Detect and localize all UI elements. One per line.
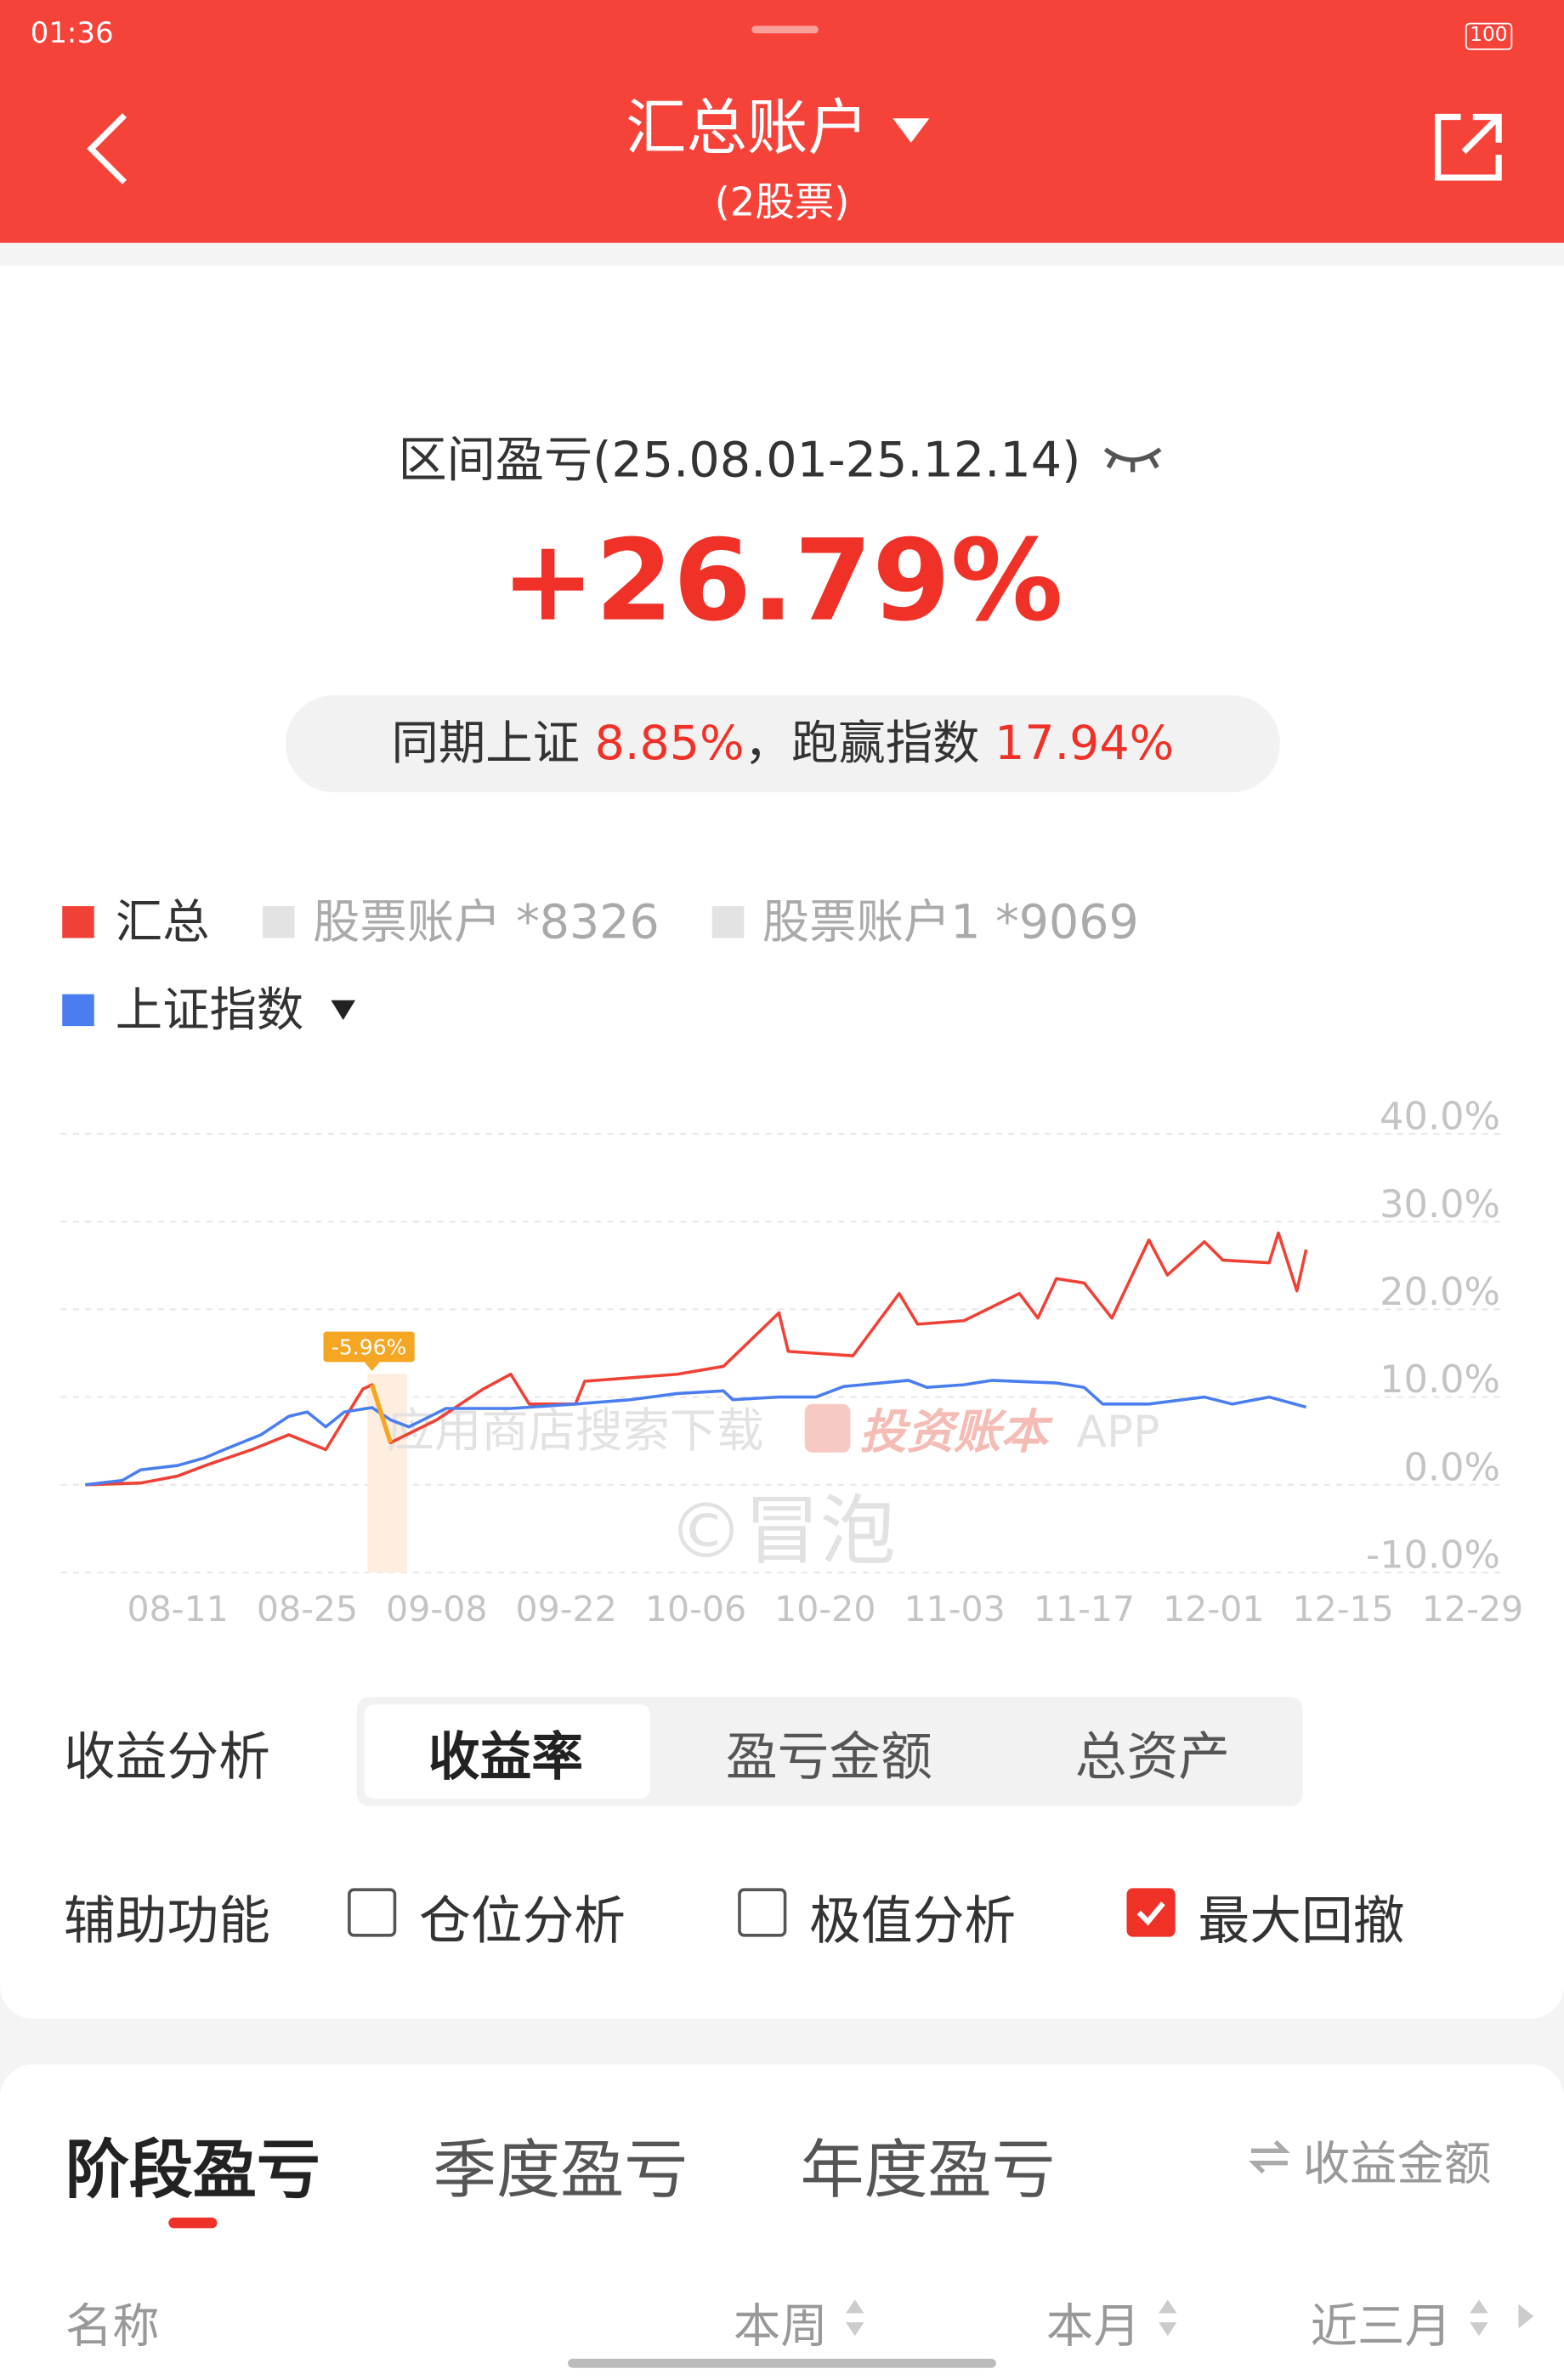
header-subtitle: (2股票): [714, 180, 850, 227]
legend-swatch: [62, 906, 94, 938]
benchmark-label: 同期上证: [391, 716, 581, 772]
share-button[interactable]: [1431, 110, 1506, 185]
watermark-logo: [804, 1403, 851, 1453]
watermark: APP: [1077, 1407, 1160, 1458]
drawdown-line: [370, 1384, 393, 1444]
y-tick-label: 10.0%: [1380, 1357, 1500, 1402]
swap-icon: [1249, 2139, 1290, 2174]
header-bar: [0, 0, 1564, 243]
x-tick-label: 09-08: [386, 1589, 487, 1629]
benchmark-pill: 同期上证 8.85%，跑赢指数 17.94%: [285, 694, 1280, 793]
analysis-label: 收益分析: [64, 1727, 270, 1788]
period-card: [0, 2064, 1564, 2380]
segment-selected: [364, 1704, 650, 1799]
checkbox[interactable]: [1126, 1888, 1176, 1937]
watermark: 应用商店搜索下载: [388, 1404, 764, 1459]
tab-underline: [168, 2217, 218, 2229]
period-text: 区间盈亏(25.08.01-25.12.14): [398, 431, 1081, 489]
handle: [751, 26, 819, 34]
drawdown-label: -5.96%: [332, 1334, 406, 1359]
drawdown-tag: [323, 1331, 415, 1363]
checkbox[interactable]: [738, 1888, 787, 1937]
segment-tab[interactable]: 盈亏金额: [725, 1727, 932, 1788]
scroll-arrow[interactable]: [1516, 2301, 1537, 2338]
legend-label: 上证指数: [116, 983, 303, 1038]
option-label[interactable]: 最大回撤: [1198, 1890, 1405, 1952]
drawdown-band: [367, 1374, 408, 1572]
y-tick-label: 20.0%: [1380, 1270, 1500, 1314]
excess-label: 跑赢指数: [790, 716, 980, 772]
home-indicator: [568, 2358, 996, 2368]
column-header: 名称: [65, 2299, 160, 2354]
legend-label: 股票账户1 *9069: [762, 896, 1139, 950]
sort-icon[interactable]: [1155, 2295, 1180, 2347]
legend-label: 汇总: [116, 896, 210, 950]
header-title: 汇总账户: [0, 79, 1564, 167]
x-tick-label: 10-06: [645, 1589, 746, 1629]
period-tab[interactable]: 年度盈亏: [800, 2132, 1056, 2207]
title: 汇总账户: [626, 94, 869, 164]
aux-label: 辅助功能: [64, 1890, 270, 1952]
x-tick-label: 10-20: [774, 1589, 876, 1629]
watermark: ©冒泡: [668, 1488, 896, 1576]
benchmark-value: 8.85%: [594, 716, 745, 772]
total-return: +26.79%: [501, 516, 1063, 647]
battery: 100: [1465, 22, 1512, 50]
x-tick-label: 12-01: [1163, 1589, 1264, 1629]
x-tick-label: 11-03: [904, 1589, 1005, 1629]
watermark: 投资账本: [859, 1406, 1053, 1460]
y-tick-label: -10.0%: [1366, 1533, 1500, 1578]
legend-swatch: [263, 906, 295, 938]
x-tick-label: 09-22: [515, 1589, 616, 1629]
sort-icon[interactable]: [1467, 2295, 1492, 2347]
x-tick-label: 12-29: [1422, 1589, 1523, 1629]
legend-label: 股票账户 *8326: [313, 896, 660, 950]
series-line: [85, 1379, 1307, 1487]
toggle-icon[interactable]: [1248, 2137, 1290, 2187]
segment-tab[interactable]: 总资产: [1074, 1727, 1230, 1788]
x-tick-label: 08-11: [127, 1589, 228, 1629]
checkbox[interactable]: [348, 1888, 397, 1937]
back-button[interactable]: [79, 110, 139, 189]
option-label[interactable]: 仓位分析: [419, 1890, 626, 1952]
title-dropdown[interactable]: [887, 112, 938, 149]
sort-icon[interactable]: [842, 2295, 867, 2347]
column-header[interactable]: 本周: [733, 2299, 828, 2354]
period-tab[interactable]: 季度盈亏: [433, 2132, 688, 2207]
right-arrow: [1518, 2304, 1534, 2329]
sort-arrows: [846, 2299, 864, 2337]
legend-swatch: [62, 994, 94, 1027]
eye-icon[interactable]: [1099, 440, 1166, 477]
period-label: 区间盈亏(25.08.01-25.12.14): [0, 422, 1564, 491]
x-tick-label: 11-17: [1034, 1589, 1135, 1629]
excess-value: 17.94%: [994, 716, 1175, 772]
legend-swatch: [711, 906, 745, 938]
column-header[interactable]: 近三月: [1310, 2299, 1452, 2354]
segment-tab[interactable]: 收益率: [428, 1727, 583, 1788]
toggle-label[interactable]: 收益金额: [1302, 2137, 1492, 2192]
x-tick-label: 08-25: [257, 1589, 358, 1629]
separator: ，: [744, 716, 791, 772]
legend-dropdown: [331, 1000, 356, 1020]
period-tab[interactable]: 阶段盈亏: [65, 2132, 320, 2207]
y-tick-label: 0.0%: [1404, 1445, 1500, 1489]
drawdown-pointer: [364, 1362, 380, 1372]
x-tick-label: 12-15: [1292, 1589, 1393, 1629]
option-label[interactable]: 极值分析: [809, 1890, 1017, 1952]
y-tick-label: 30.0%: [1380, 1182, 1500, 1227]
column-header[interactable]: 本月: [1046, 2299, 1141, 2354]
y-tick-label: 40.0%: [1380, 1095, 1500, 1139]
status-time: 01:36: [30, 16, 114, 50]
check-mark: [1136, 1901, 1165, 1926]
sort-arrows: [1159, 2299, 1177, 2337]
sort-arrows: [1470, 2299, 1488, 2337]
series-line: [85, 1231, 1308, 1487]
